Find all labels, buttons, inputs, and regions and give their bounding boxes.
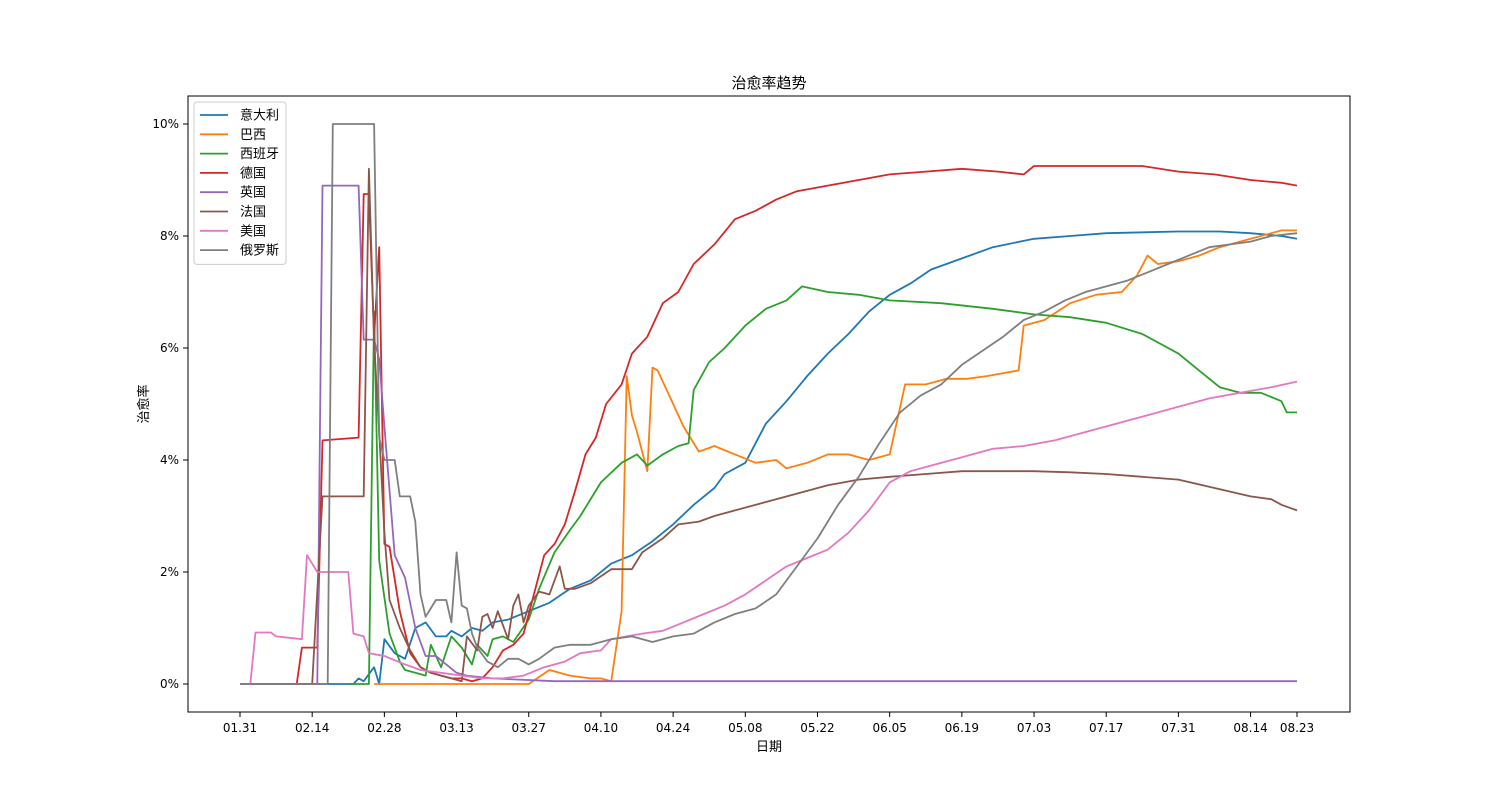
series-line-3 bbox=[240, 165, 1298, 685]
legend-label-4: 英国 bbox=[240, 186, 266, 201]
x-tick-label-14: 08.14 bbox=[1233, 721, 1267, 735]
x-tick-label-11: 07.03 bbox=[1017, 721, 1051, 735]
y-tick-label-0: 0% bbox=[160, 677, 179, 691]
x-tick-label-6: 04.24 bbox=[656, 721, 690, 735]
y-tick-label-2: 4% bbox=[160, 453, 179, 467]
x-tick-label-13: 07.31 bbox=[1161, 721, 1195, 735]
y-tick-label-4: 8% bbox=[160, 229, 179, 243]
series-lines bbox=[240, 123, 1298, 685]
legend-box bbox=[193, 101, 287, 265]
legend-label-0: 意大利 bbox=[240, 108, 279, 124]
x-tick-label-1: 02.14 bbox=[295, 721, 329, 735]
x-tick-label-7: 05.08 bbox=[728, 721, 762, 735]
legend-label-5: 法国 bbox=[240, 205, 266, 220]
x-tick-label-4: 03.27 bbox=[512, 721, 546, 735]
x-tick-label-12: 07.17 bbox=[1089, 721, 1123, 735]
series-line-2 bbox=[348, 285, 1297, 685]
chart-title: 治愈率趋势 bbox=[731, 74, 806, 92]
y-axis-title: 治愈率 bbox=[136, 384, 152, 423]
x-tick-label-0: 01.31 bbox=[223, 721, 257, 735]
x-tick-label-8: 05.22 bbox=[800, 721, 834, 735]
x-axis-title: 日期 bbox=[756, 740, 782, 755]
series-line-7 bbox=[240, 123, 1298, 685]
legend-label-7: 俄罗斯 bbox=[240, 244, 279, 259]
series-line-4 bbox=[240, 184, 1297, 685]
x-tick-label-15: 08.23 bbox=[1280, 721, 1314, 735]
plot-area bbox=[187, 95, 1351, 713]
y-tick-label-3: 6% bbox=[160, 341, 179, 355]
series-line-0 bbox=[240, 230, 1298, 685]
series-line-5 bbox=[240, 167, 1298, 685]
y-tick-label-1: 2% bbox=[160, 565, 179, 579]
x-tick-label-2: 02.28 bbox=[367, 721, 401, 735]
legend-label-1: 巴西 bbox=[240, 128, 266, 143]
x-tick-label-9: 06.05 bbox=[872, 721, 906, 735]
axes: 01.31 02.14 02.28 03.13 03.27 04.10 04.24 05.08… bbox=[152, 117, 1314, 735]
x-tick-label-10: 06.19 bbox=[945, 721, 979, 735]
x-tick-label-5: 04.10 bbox=[584, 721, 618, 735]
legend-label-3: 德国 bbox=[240, 166, 266, 181]
series-line-6 bbox=[240, 380, 1298, 685]
series-line-1 bbox=[374, 229, 1297, 685]
legend-label-2: 西班牙 bbox=[240, 147, 279, 162]
legend-label-6: 美国 bbox=[240, 224, 266, 239]
x-tick-label-3: 03.13 bbox=[439, 721, 473, 735]
y-tick-label-5: 10% bbox=[152, 117, 179, 131]
